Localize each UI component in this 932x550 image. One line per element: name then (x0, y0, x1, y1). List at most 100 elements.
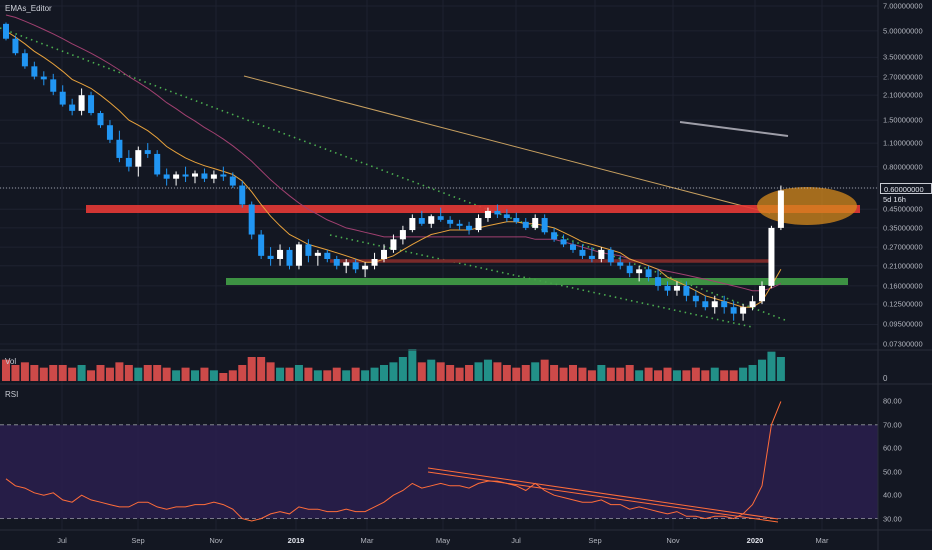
volume-bar (20, 362, 29, 381)
volume-bar (294, 365, 303, 381)
time-tick-label: 2020 (746, 536, 764, 545)
volume-bar (134, 367, 143, 381)
price-tick-label: 0.45000000 (883, 204, 923, 214)
candle-body (428, 216, 435, 224)
volume-bar (427, 359, 436, 381)
candle-body (154, 153, 161, 175)
volume-bar (285, 367, 294, 381)
candle-body (503, 214, 510, 219)
volume-bar (758, 359, 766, 381)
support-zone (226, 278, 848, 285)
candle-body (399, 230, 406, 240)
volume-bars (2, 349, 785, 381)
price-tick-label: 0.16000000 (883, 281, 923, 291)
rsi-trendline-b (427, 471, 779, 523)
volume-bar (436, 362, 445, 381)
time-tick-label: Jul (57, 536, 67, 545)
volume-bar (323, 370, 332, 381)
volume-bar (332, 367, 341, 381)
candle-body (182, 174, 189, 177)
volume-bar (247, 357, 256, 381)
volume-bar (11, 365, 20, 381)
candle-body (532, 218, 539, 228)
volume-bar (39, 367, 48, 381)
volume-bar (77, 365, 86, 381)
volume-bar (191, 370, 199, 381)
resistance-zone (86, 205, 860, 213)
candle-body (768, 227, 775, 286)
candle-body (626, 265, 633, 274)
candle-body (50, 79, 57, 92)
candle-body (352, 262, 359, 270)
price-tick-label: 0.80000000 (883, 162, 923, 172)
candle-body (229, 176, 236, 186)
candle-body (31, 66, 38, 77)
last-price-tag: 0.60000000 (880, 183, 932, 194)
volume-axis-zero: 0 (883, 374, 888, 383)
candle-body (655, 277, 662, 286)
time-tick-label: Nov (666, 536, 680, 545)
rsi-path (5, 401, 782, 522)
volume-bar (559, 367, 568, 381)
volume-bar (124, 365, 133, 381)
volume-bar (342, 370, 351, 381)
candle-body (78, 95, 85, 111)
candle-body (721, 301, 728, 308)
volume-bar (512, 367, 521, 381)
candle-body (588, 255, 595, 259)
candle-body (295, 244, 302, 266)
candle-body (314, 252, 321, 256)
rsi-tick-label: 30.00 (883, 514, 902, 524)
volume-bar (58, 365, 67, 381)
volume-bar (644, 367, 653, 381)
volume-bar (200, 367, 209, 381)
candle-body (673, 285, 680, 291)
candle-body (173, 174, 180, 179)
volume-bar (389, 362, 398, 381)
candle-body (106, 125, 113, 140)
price-tick-label: 7.00000000 (883, 1, 923, 11)
chart-title: EMAs_Editor (5, 4, 52, 13)
candle-body (494, 210, 501, 215)
candle-body (390, 239, 397, 250)
volume-bar (172, 370, 181, 381)
price-tick-label: 0.21000000 (883, 261, 923, 271)
volume-bar (257, 357, 266, 381)
price-tick-label: 0.27000000 (883, 242, 923, 252)
volume-pane-label: Vol (5, 357, 17, 366)
candle-body (97, 113, 104, 126)
candle-body (664, 285, 671, 291)
rsi-tick-label: 50.00 (883, 467, 902, 477)
candle-body (466, 225, 473, 231)
candle-body (69, 104, 76, 111)
candle-body (125, 157, 132, 167)
candle-body (645, 269, 652, 278)
candles (3, 22, 784, 321)
price-tick-label: 3.50000000 (883, 52, 923, 62)
volume-bar (767, 351, 776, 381)
candle-body (163, 174, 170, 179)
rsi-tick-label: 60.00 (883, 443, 902, 453)
time-tick-label: 2019 (287, 536, 305, 545)
candle-body (570, 244, 576, 250)
volume-bar (483, 359, 492, 381)
candle-body (692, 295, 699, 302)
volume-bar (313, 370, 322, 381)
candle-body (21, 53, 28, 67)
volume-bar (587, 370, 596, 381)
candle-body (617, 262, 624, 266)
volume-bar (162, 367, 171, 381)
volume-bar (228, 370, 237, 381)
candle-body (409, 218, 416, 231)
volume-bar (351, 367, 360, 381)
candle-body (116, 139, 123, 158)
price-tick-label: 0.09500000 (883, 319, 923, 329)
volume-bar (181, 367, 190, 381)
volume-bar (153, 365, 162, 381)
volume-bar (739, 367, 748, 381)
dotted-trendline-upper (0, 27, 786, 321)
volume-bar (96, 365, 105, 381)
volume-bar (531, 362, 540, 381)
